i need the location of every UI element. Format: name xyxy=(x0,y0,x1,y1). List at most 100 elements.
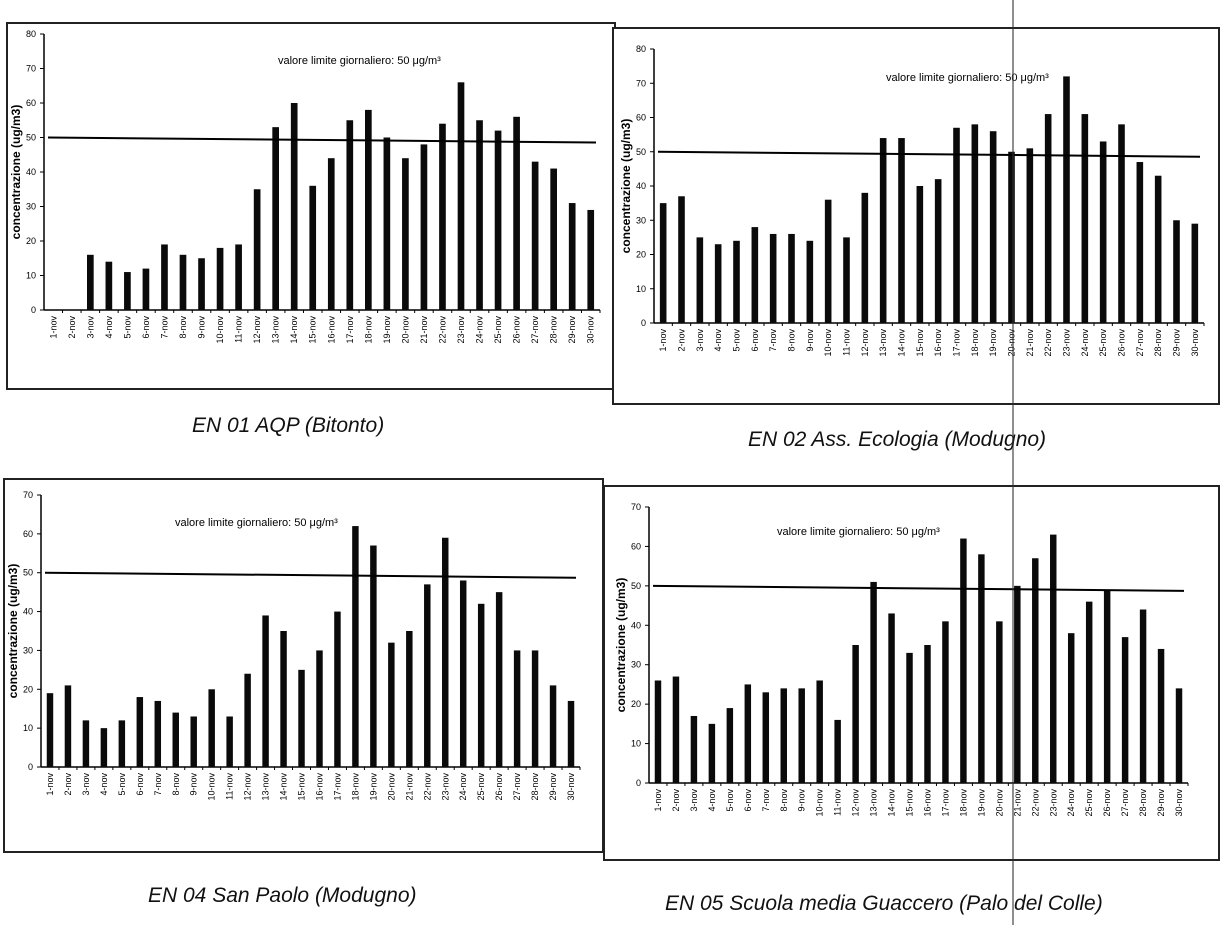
x-tick-label: 14-nov xyxy=(279,773,289,801)
x-tick-label: 10-nov xyxy=(215,316,225,344)
y-tick-label: 30 xyxy=(23,645,33,655)
x-tick-label: 18-nov xyxy=(970,329,980,357)
bar xyxy=(1063,76,1070,324)
bar xyxy=(1067,633,1075,783)
bar xyxy=(208,689,215,767)
x-tick-label: 22-nov xyxy=(1043,329,1053,357)
bar xyxy=(161,244,168,310)
bar xyxy=(531,161,539,310)
bar xyxy=(476,120,483,310)
x-tick-label: 13-nov xyxy=(878,329,888,357)
x-tick-label: 19-nov xyxy=(382,316,392,344)
x-tick-label: 24-nov xyxy=(1080,329,1090,357)
x-tick-label: 13-nov xyxy=(261,773,271,801)
bar xyxy=(1081,114,1089,323)
x-tick-label: 16-nov xyxy=(922,789,932,817)
x-tick-label: 30-nov xyxy=(1174,789,1184,817)
x-tick-label: 13-nov xyxy=(271,316,281,344)
bar xyxy=(352,526,359,767)
bar xyxy=(172,712,179,767)
x-tick-label: 11-nov xyxy=(833,789,843,816)
y-tick-label: 30 xyxy=(631,660,641,670)
bar xyxy=(942,621,949,783)
bar xyxy=(1154,175,1162,323)
x-tick-label: 3-nov xyxy=(689,789,699,812)
x-tick-label: 12-nov xyxy=(860,329,870,357)
x-tick-label: 6-nov xyxy=(743,789,753,812)
bar xyxy=(280,631,287,767)
x-tick-label: 18-nov xyxy=(958,789,968,817)
bar xyxy=(531,650,539,767)
x-tick-label: 20-nov xyxy=(400,316,410,344)
x-tick-label: 21-nov xyxy=(419,316,429,344)
bar xyxy=(1121,637,1129,783)
x-tick-label: 14-nov xyxy=(887,789,897,817)
y-tick-label: 20 xyxy=(23,684,33,694)
chart-caption-en04: EN 04 San Paolo (Modugno) xyxy=(148,884,417,907)
y-tick-label: 60 xyxy=(23,529,33,539)
x-tick-label: 25-nov xyxy=(1098,329,1108,357)
x-tick-label: 9-nov xyxy=(197,316,207,339)
x-tick-label: 29-nov xyxy=(548,773,558,801)
x-tick-label: 9-nov xyxy=(805,329,815,352)
chart-frame-en05: 0 10 20 30 40 50 60 70 concentrazione (ug/m3) 1-n… xyxy=(603,485,1220,861)
x-tick-label: 26-nov xyxy=(494,773,504,801)
bar xyxy=(477,603,485,767)
x-tick-label: 10-nov xyxy=(207,773,217,801)
x-tick-label: 22-nov xyxy=(422,773,432,801)
x-tick-label: 23-nov xyxy=(440,773,450,801)
bar xyxy=(100,728,108,767)
y-axis-label: concentrazione (ug/m3) xyxy=(9,105,23,240)
bar xyxy=(780,688,787,783)
bar xyxy=(86,254,94,310)
bar xyxy=(118,720,126,767)
x-tick-label: 9-nov xyxy=(189,773,199,796)
bar xyxy=(198,258,205,310)
y-tick-label: 20 xyxy=(26,236,36,246)
limit-annotation: valore limite giornaliero: 50 μg/m³ xyxy=(175,517,338,529)
bar xyxy=(762,692,770,783)
y-tick-label: 60 xyxy=(636,113,646,123)
y-axis-label: concentrazione (ug/m3) xyxy=(6,564,20,699)
x-tick-label: 10-nov xyxy=(815,789,825,817)
bar xyxy=(924,645,931,783)
x-tick-label: 19-nov xyxy=(976,789,986,817)
x-tick-label: 6-nov xyxy=(750,329,760,352)
bar xyxy=(953,127,960,324)
bar xyxy=(834,719,841,783)
x-tick-label: 26-nov xyxy=(512,316,522,344)
x-tick-label: 23-nov xyxy=(456,316,466,344)
bar xyxy=(402,158,409,310)
x-tick-label: 21-nov xyxy=(1012,789,1022,817)
y-tick-label: 20 xyxy=(631,699,641,709)
limit-annotation: valore limite giornaliero: 50 μg/m³ xyxy=(278,55,441,67)
bar xyxy=(253,189,261,310)
y-tick-label: 50 xyxy=(26,133,36,143)
bar xyxy=(272,127,280,311)
limit-line xyxy=(657,150,1201,158)
bar xyxy=(550,168,558,310)
x-tick-label: 13-nov xyxy=(869,789,879,817)
x-tick-label: 7-nov xyxy=(153,773,163,796)
x-tick-label: 4-nov xyxy=(104,316,114,339)
bar xyxy=(244,673,251,767)
bar xyxy=(1044,114,1052,323)
x-tick-label: 16-nov xyxy=(326,316,336,344)
x-tick-label: 23-nov xyxy=(1062,329,1072,357)
x-tick-label: 25-nov xyxy=(476,773,486,801)
bar xyxy=(567,700,575,767)
bar xyxy=(934,179,942,323)
x-tick-label: 1-nov xyxy=(658,329,668,352)
bar xyxy=(64,685,72,767)
x-tick-label: 27-nov xyxy=(512,773,522,801)
x-tick-label: 17-nov xyxy=(952,329,962,357)
x-tick-label: 29-nov xyxy=(1156,789,1166,817)
x-tick-label: 10-nov xyxy=(823,329,833,357)
bar xyxy=(708,723,716,783)
x-tick-label: 22-nov xyxy=(437,316,447,344)
y-tick-label: 50 xyxy=(631,581,641,591)
x-tick-label: 7-nov xyxy=(761,789,771,812)
x-tick-label: 4-nov xyxy=(99,773,109,796)
bar xyxy=(442,537,449,767)
bar-chart-en04: 0 10 20 30 40 50 60 70 concentrazione (ug/m3) 1-n… xyxy=(6,490,581,801)
